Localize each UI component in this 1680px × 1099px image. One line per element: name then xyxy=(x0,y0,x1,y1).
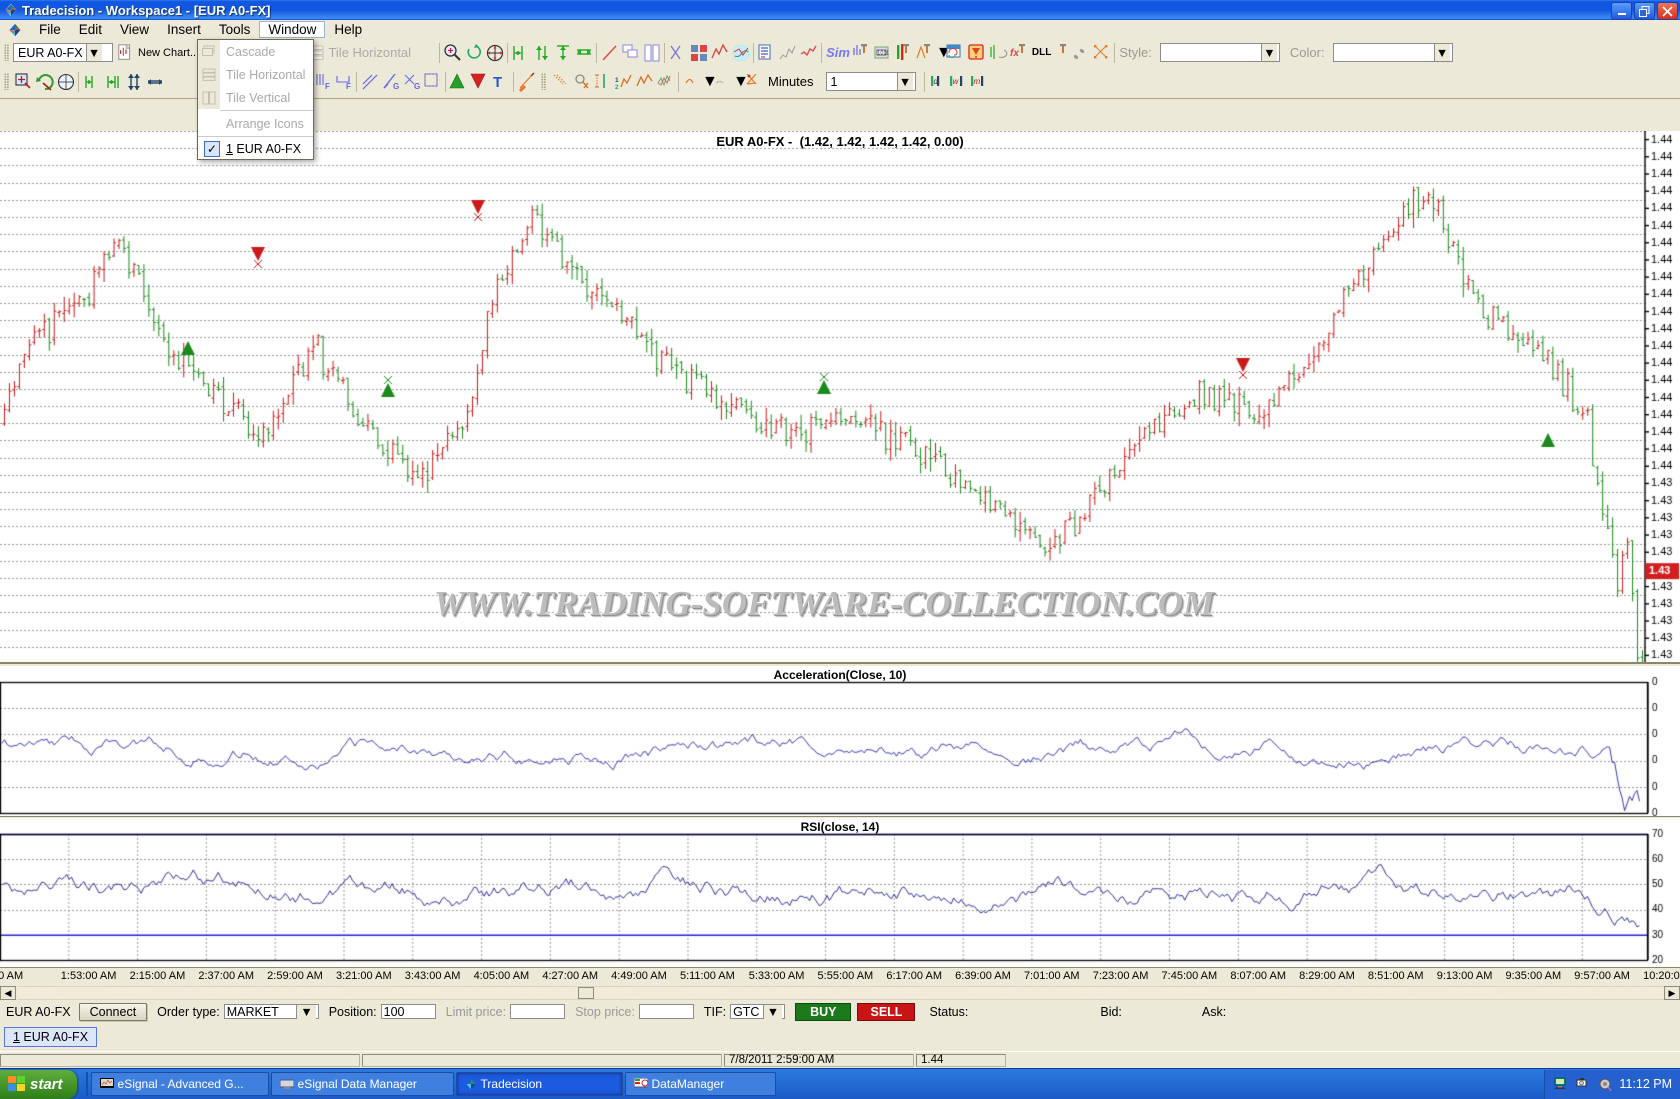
svg-text:2: 2 xyxy=(615,84,619,91)
svg-text:w: w xyxy=(953,77,960,86)
svg-text:d: d xyxy=(934,77,939,86)
svg-text:G: G xyxy=(393,82,399,91)
svg-text:F: F xyxy=(346,82,351,91)
svg-text:fx: fx xyxy=(1010,48,1019,59)
svg-text:G: G xyxy=(414,82,420,91)
svg-text:T: T xyxy=(493,74,502,91)
svg-text:1011: 1011 xyxy=(878,50,890,56)
svg-text:1: 1 xyxy=(615,77,619,84)
svg-text:m: m xyxy=(974,77,981,86)
svg-text:F: F xyxy=(325,82,330,91)
